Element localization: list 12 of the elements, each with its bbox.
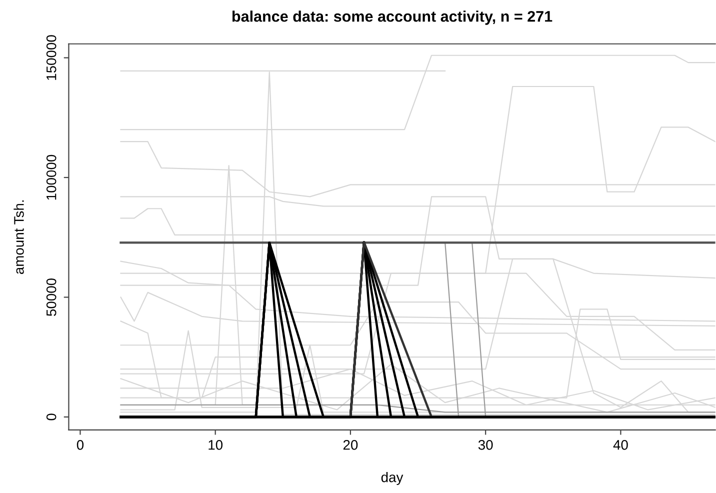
y-tick-label: 0 [46,414,56,420]
y-tick-label: 50000 [46,278,56,316]
x-axis-title: day [381,472,404,485]
x-tick-label: 30 [478,440,493,450]
y-axis-title: amount Tsh. [14,200,24,274]
y-tick-label: 100000 [46,154,56,200]
x-tick-label: 20 [343,440,358,450]
x-tick-label: 10 [208,440,223,450]
x-tick-label: 0 [76,440,84,450]
chart-title: balance data: some account activity, n = 271 [232,10,552,25]
y-tick-label: 150000 [46,35,56,80]
x-tick-label: 40 [613,440,628,450]
